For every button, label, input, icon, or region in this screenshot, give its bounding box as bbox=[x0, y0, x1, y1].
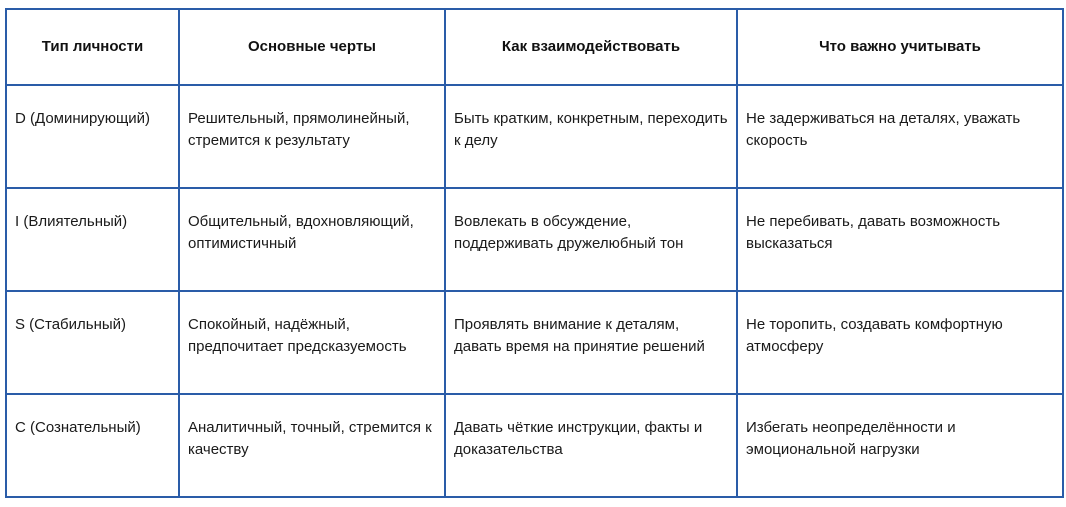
header-cell: Что важно учитывать bbox=[736, 8, 1064, 86]
table-cell: S (Стабильный) bbox=[5, 290, 180, 395]
table-row: D (Доминирующий) Решительный, прямолиней… bbox=[5, 84, 1064, 189]
table-cell: Аналитичный, точный, стремится к качеств… bbox=[178, 393, 446, 498]
table-cell: C (Сознательный) bbox=[5, 393, 180, 498]
table-cell: D (Доминирующий) bbox=[5, 84, 180, 189]
header-cell: Основные черты bbox=[178, 8, 446, 86]
header-cell: Тип личности bbox=[5, 8, 180, 86]
table-row: C (Сознательный) Аналитичный, точный, ст… bbox=[5, 393, 1064, 498]
header-row: Тип личности Основные черты Как взаимоде… bbox=[5, 8, 1064, 86]
table-row: I (Влиятельный) Общительный, вдохновляющ… bbox=[5, 187, 1064, 292]
table-cell: Не перебивать, давать возможность высказ… bbox=[736, 187, 1064, 292]
table-cell: Не торопить, создавать комфортную атмосф… bbox=[736, 290, 1064, 395]
table-cell: Решительный, прямолинейный, стремится к … bbox=[178, 84, 446, 189]
table-cell: Проявлять внимание к деталям, давать вре… bbox=[444, 290, 738, 395]
table-cell: Избегать неопределённости и эмоционально… bbox=[736, 393, 1064, 498]
table-row: S (Стабильный) Спокойный, надёжный, пред… bbox=[5, 290, 1064, 395]
table-cell: Вовлекать в обсуждение, поддерживать дру… bbox=[444, 187, 738, 292]
table-cell: I (Влиятельный) bbox=[5, 187, 180, 292]
disc-table: Тип личности Основные черты Как взаимоде… bbox=[5, 8, 1064, 498]
table-cell: Быть кратким, конкретным, переходить к д… bbox=[444, 84, 738, 189]
table-cell: Спокойный, надёжный, предпочитает предск… bbox=[178, 290, 446, 395]
table-cell: Общительный, вдохновляющий, оптимистичны… bbox=[178, 187, 446, 292]
table-cell: Не задерживаться на деталях, уважать ско… bbox=[736, 84, 1064, 189]
table-cell: Давать чёткие инструкции, факты и доказа… bbox=[444, 393, 738, 498]
header-cell: Как взаимодействовать bbox=[444, 8, 738, 86]
